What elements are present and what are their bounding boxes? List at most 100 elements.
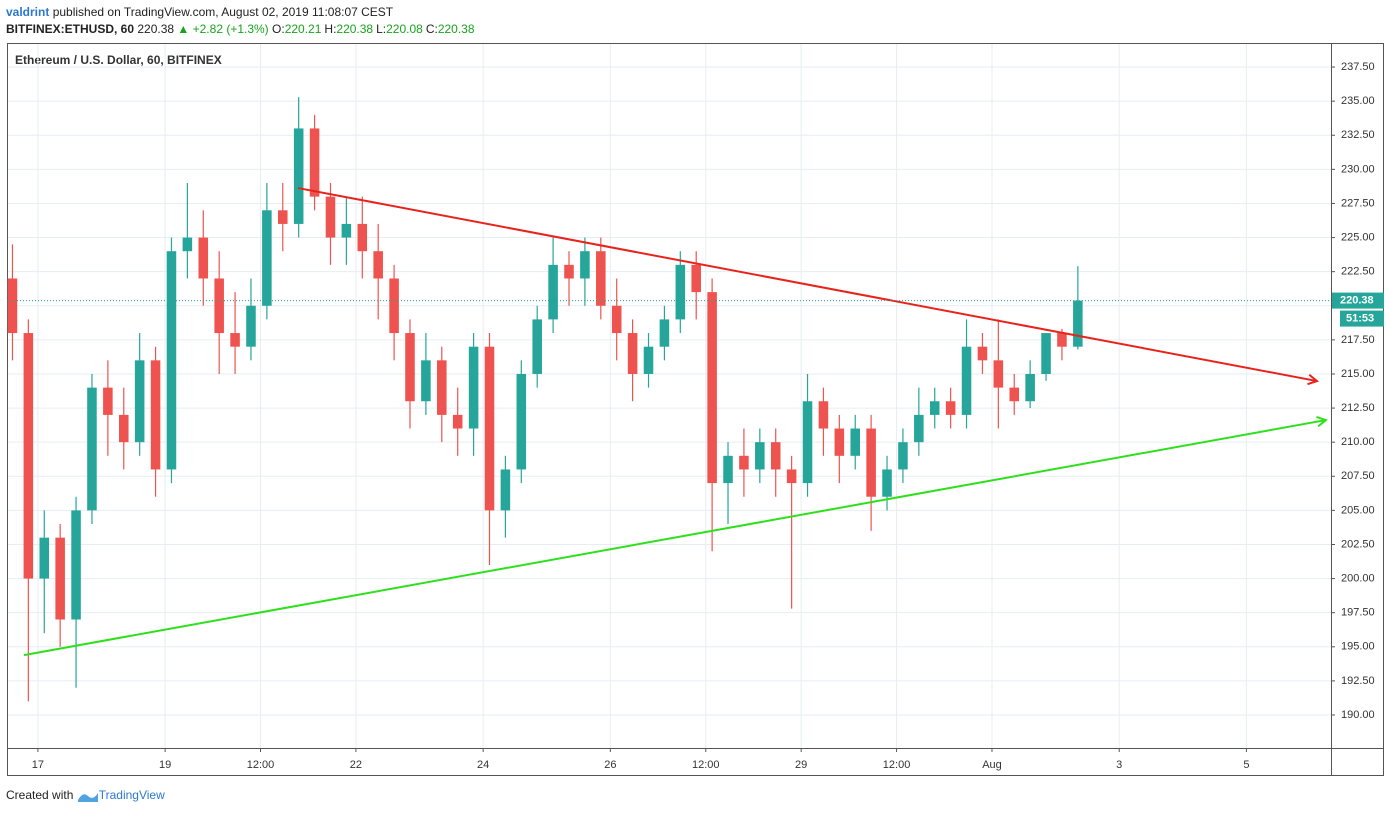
trend-arrow — [1316, 415, 1328, 428]
candle-body — [373, 251, 383, 279]
trend-line — [23, 419, 1327, 657]
candle-body — [182, 237, 193, 252]
candle-body — [1009, 387, 1020, 402]
change-value: +2.82 (+1.3%) — [192, 22, 269, 36]
candle-body — [755, 442, 765, 470]
candle-body — [802, 401, 813, 484]
published: published on TradingView.com, August 02,… — [52, 5, 394, 19]
y-tick-label: 225.00 — [1341, 231, 1375, 243]
candle-body — [723, 455, 733, 484]
candle-body — [71, 510, 81, 620]
x-tick-label: 3 — [1116, 759, 1122, 771]
candle-body — [341, 223, 352, 238]
candle-body — [611, 305, 622, 334]
x-tick-label: 12:00 — [883, 759, 911, 771]
candle-body — [643, 346, 654, 374]
candle-body — [214, 278, 224, 334]
symbol: BITFINEX:ETHUSD, 60 — [6, 22, 135, 36]
y-tick-label: 197.50 — [1341, 607, 1375, 619]
candle-body — [770, 442, 781, 470]
change: ▲ +2.82 (+1.3%) — [177, 22, 269, 36]
candle-body — [945, 401, 956, 415]
trend-line — [297, 187, 1318, 383]
x-tick-label: 12:00 — [692, 759, 720, 771]
y-tick-label: 215.00 — [1341, 368, 1375, 380]
y-tick-label: 237.50 — [1341, 61, 1375, 73]
candle-body — [468, 346, 479, 429]
author[interactable]: valdrint — [6, 5, 50, 19]
footer-brand[interactable]: TradingView — [98, 788, 165, 802]
countdown-label: 51:53 — [1346, 312, 1374, 324]
candle-body — [532, 319, 542, 374]
candle-body — [150, 360, 161, 470]
candle-body — [850, 428, 860, 456]
y-tick-label: 207.50 — [1341, 470, 1375, 482]
quote: BITFINEX:ETHUSD, 60 220.38 ▲ +2.82 (+1.3… — [6, 22, 478, 36]
x-tick-label: Aug — [982, 759, 1002, 771]
price: 220.38 — [137, 22, 175, 36]
x-tick-label: 26 — [604, 759, 616, 771]
candle-body — [929, 401, 940, 415]
header: valdrint published on TradingView.com, A… — [6, 5, 393, 19]
candle-body — [548, 264, 558, 320]
footer-text: Created with — [6, 788, 74, 802]
logo — [77, 792, 98, 802]
candle-body — [818, 401, 829, 429]
candle-body — [882, 469, 892, 497]
ohlc-label: O: — [272, 22, 285, 36]
candle-body — [39, 537, 50, 579]
candle-body — [691, 264, 701, 293]
candle-body — [977, 346, 988, 361]
candle-body — [357, 223, 368, 252]
y-tick-label: 222.50 — [1341, 266, 1375, 278]
candle-body — [786, 469, 797, 484]
price-label-box — [1332, 292, 1384, 309]
candle-body — [516, 373, 527, 470]
candle-body — [325, 196, 336, 238]
candle-body — [1041, 333, 1051, 374]
y-tick-label: 192.50 — [1341, 675, 1375, 687]
x-tick-label: 12:00 — [247, 759, 275, 771]
candle-body — [278, 210, 288, 224]
x-tick-label: 17 — [32, 759, 44, 771]
grid — [8, 44, 1331, 748]
y-tick-label: 210.00 — [1341, 436, 1375, 448]
candle-body — [23, 333, 34, 579]
y-tick-label: 227.50 — [1341, 197, 1375, 209]
y-tick-label: 217.50 — [1341, 334, 1375, 346]
chart-title: Ethereum / U.S. Dollar, 60, BITFINEX — [15, 53, 222, 67]
candle-body — [452, 414, 463, 429]
candle-body — [293, 128, 304, 224]
candle-body — [7, 278, 18, 334]
candle-body — [389, 278, 399, 334]
chart-frame — [7, 43, 1384, 776]
candle-body — [309, 128, 320, 197]
candle-body — [166, 251, 177, 470]
candle-body — [1025, 373, 1035, 402]
x-tick-label: 22 — [350, 759, 362, 771]
candle-body — [230, 333, 240, 347]
candle-body — [580, 251, 590, 279]
ohlc-value: 220.08 — [386, 22, 423, 36]
candle-body — [118, 414, 129, 443]
candle-body — [134, 360, 145, 443]
y-tick-label: 190.00 — [1341, 709, 1375, 721]
candle-body — [421, 360, 431, 402]
candle-body — [246, 305, 256, 347]
ohlc-label: C: — [425, 22, 438, 36]
y-tick-label: 235.00 — [1341, 95, 1375, 107]
candle-body — [405, 333, 415, 402]
ohlc-label: L: — [376, 22, 387, 36]
candle-body — [961, 346, 972, 415]
candle-body — [707, 292, 717, 484]
candle-body — [1057, 333, 1067, 347]
candle-body — [675, 264, 686, 320]
x-tick-label: 5 — [1243, 759, 1249, 771]
candle-body — [914, 414, 924, 443]
candle-body — [834, 428, 845, 456]
y-tick-label: 230.00 — [1341, 163, 1375, 175]
y-tick-label: 212.50 — [1341, 402, 1375, 414]
x-tick-label: 19 — [159, 759, 171, 771]
